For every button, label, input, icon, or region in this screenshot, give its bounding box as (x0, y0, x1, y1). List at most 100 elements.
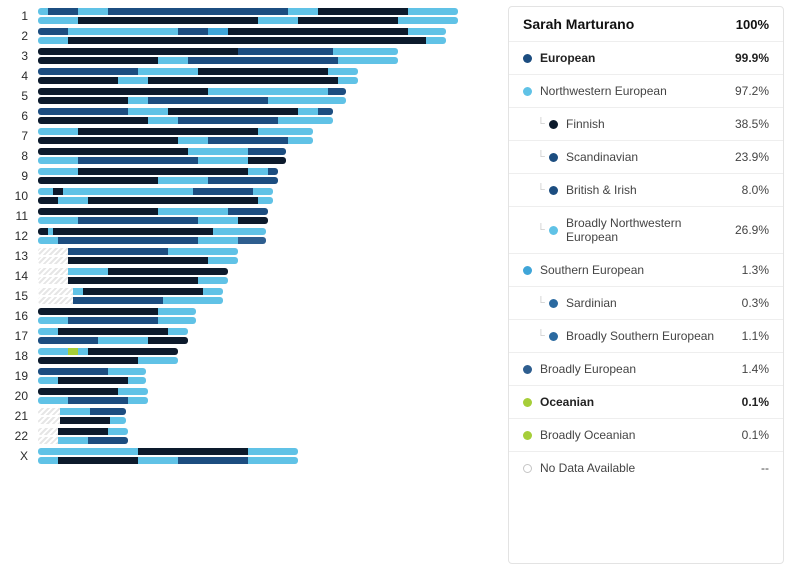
segment (328, 88, 346, 95)
ancestry-label: No Data Available (540, 461, 761, 475)
chromosome-bar (38, 297, 223, 304)
ancestry-row[interactable]: └Broadly Southern European1.1% (509, 320, 783, 353)
ancestry-row[interactable]: └Broadly Northwestern European26.9% (509, 207, 783, 254)
chromosome-bar (38, 88, 346, 95)
ancestry-label: Southern European (540, 263, 742, 277)
ancestry-row[interactable]: └British & Irish8.0% (509, 174, 783, 207)
chromosome-bar (38, 408, 126, 415)
chromosome-label: 13 (6, 249, 28, 263)
segment (248, 448, 298, 455)
chromosome-pair (38, 48, 398, 64)
segment (158, 208, 228, 215)
segment (138, 68, 198, 75)
chromosome-bar (38, 57, 398, 64)
ancestry-pct: 0.1% (742, 395, 769, 409)
segment (203, 288, 223, 295)
segment (38, 397, 68, 404)
segment (38, 168, 78, 175)
segment (38, 308, 158, 315)
chromosome-row: 20 (6, 388, 492, 404)
ancestry-label: Northwestern European (540, 84, 735, 98)
ancestry-pct: 0.3% (742, 296, 769, 310)
chromosome-row: 5 (6, 88, 492, 104)
ancestry-row[interactable]: Northwestern European97.2% (509, 75, 783, 108)
segment (38, 97, 128, 104)
ancestry-row[interactable]: Oceanian0.1% (509, 386, 783, 419)
tree-mark-icon: └ (537, 118, 547, 130)
segment (318, 108, 333, 115)
segment (38, 17, 78, 24)
ancestry-row[interactable]: European99.9% (509, 42, 783, 75)
segment (278, 117, 333, 124)
chromosome-pair (38, 28, 446, 44)
segment (253, 48, 333, 55)
segment (38, 108, 128, 115)
segment (198, 237, 238, 244)
chromosome-bar (38, 68, 358, 75)
chromosome-label: 8 (6, 149, 28, 163)
segment (248, 157, 286, 164)
chromosome-bar (38, 8, 458, 15)
ancestry-row[interactable]: └Finnish38.5% (509, 108, 783, 141)
ancestry-pct: 38.5% (735, 117, 769, 131)
ancestry-row[interactable]: Broadly European1.4% (509, 353, 783, 386)
chromosome-label: 22 (6, 429, 28, 443)
segment (83, 288, 203, 295)
chromosome-row: 15 (6, 288, 492, 304)
chromosome-label: 15 (6, 289, 28, 303)
segment (38, 348, 68, 355)
chromosome-row: 7 (6, 128, 492, 144)
segment (88, 197, 258, 204)
ancestry-row[interactable]: └Sardinian0.3% (509, 287, 783, 320)
chromosome-label: 18 (6, 349, 28, 363)
segment (108, 268, 228, 275)
chromosome-bar (38, 137, 313, 144)
tree-mark-icon: └ (537, 184, 547, 196)
chromosome-bar (38, 228, 266, 235)
segment (193, 188, 253, 195)
chromosome-panel: 12345678910111213141516171819202122X (0, 0, 508, 564)
segment (318, 8, 408, 15)
ancestry-pct: 1.4% (742, 362, 769, 376)
segment (128, 108, 168, 115)
ancestry-row[interactable]: No Data Available-- (509, 452, 783, 484)
ancestry-row[interactable]: Southern European1.3% (509, 254, 783, 287)
ancestry-label: Broadly Oceanian (540, 428, 742, 442)
chromosome-bar (38, 368, 146, 375)
segment (208, 88, 328, 95)
person-name: Sarah Marturano (523, 16, 736, 32)
chromosome-label: 17 (6, 329, 28, 343)
ancestry-row[interactable]: └Scandinavian23.9% (509, 141, 783, 174)
chromosome-bar (38, 217, 268, 224)
segment (158, 57, 188, 64)
chromosome-label: 20 (6, 389, 28, 403)
segment (198, 217, 238, 224)
chromosome-row: X (6, 448, 492, 464)
segment (288, 137, 313, 144)
segment (108, 8, 288, 15)
color-dot-icon (549, 332, 558, 341)
segment (68, 257, 208, 264)
chromosome-bar (38, 417, 126, 424)
chromosome-bar (38, 157, 286, 164)
chromosome-label: 3 (6, 49, 28, 63)
color-dot-icon (549, 186, 558, 195)
segment (208, 257, 238, 264)
chromosome-bar (38, 457, 298, 464)
segment (128, 97, 148, 104)
chromosome-label: 11 (6, 209, 28, 223)
chromosome-bar (38, 37, 446, 44)
segment-nodata (38, 428, 58, 435)
segment (198, 277, 228, 284)
segment (168, 108, 298, 115)
chromosome-label: 4 (6, 69, 28, 83)
segment (208, 177, 278, 184)
chromosome-row: 4 (6, 68, 492, 84)
ancestry-row[interactable]: Broadly Oceanian0.1% (509, 419, 783, 452)
segment (38, 377, 58, 384)
segment (38, 8, 48, 15)
ancestry-label: Oceanian (540, 395, 742, 409)
ancestry-label: British & Irish (566, 183, 742, 197)
chromosome-bar (38, 397, 148, 404)
segment (68, 37, 426, 44)
